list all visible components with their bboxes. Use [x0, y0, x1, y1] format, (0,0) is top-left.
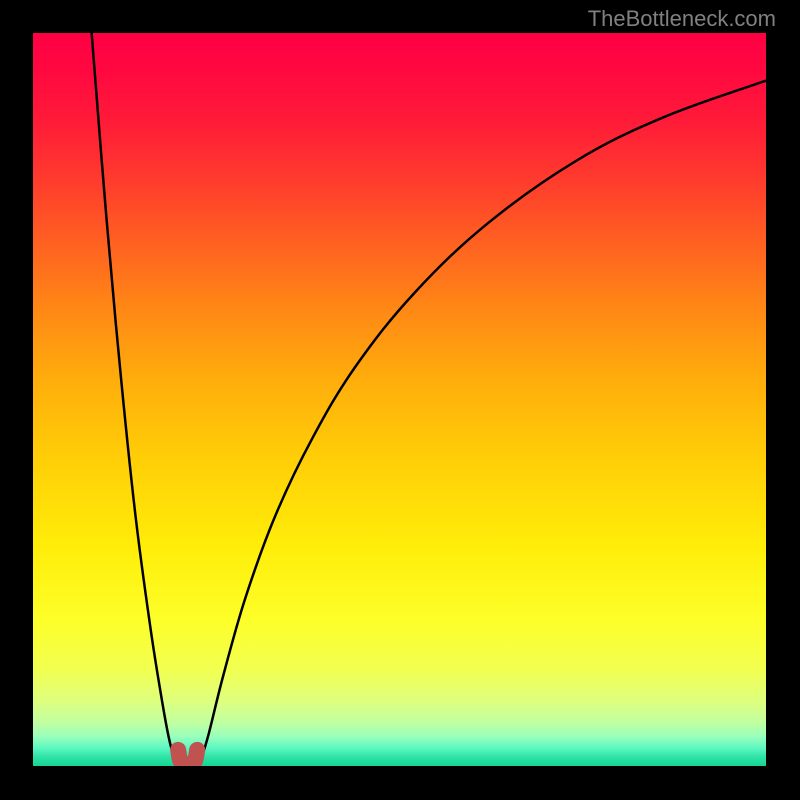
bottleneck-chart — [0, 0, 800, 800]
chart-container: TheBottleneck.com — [0, 0, 800, 800]
plot-background — [33, 33, 766, 766]
attribution-label: TheBottleneck.com — [588, 6, 776, 32]
